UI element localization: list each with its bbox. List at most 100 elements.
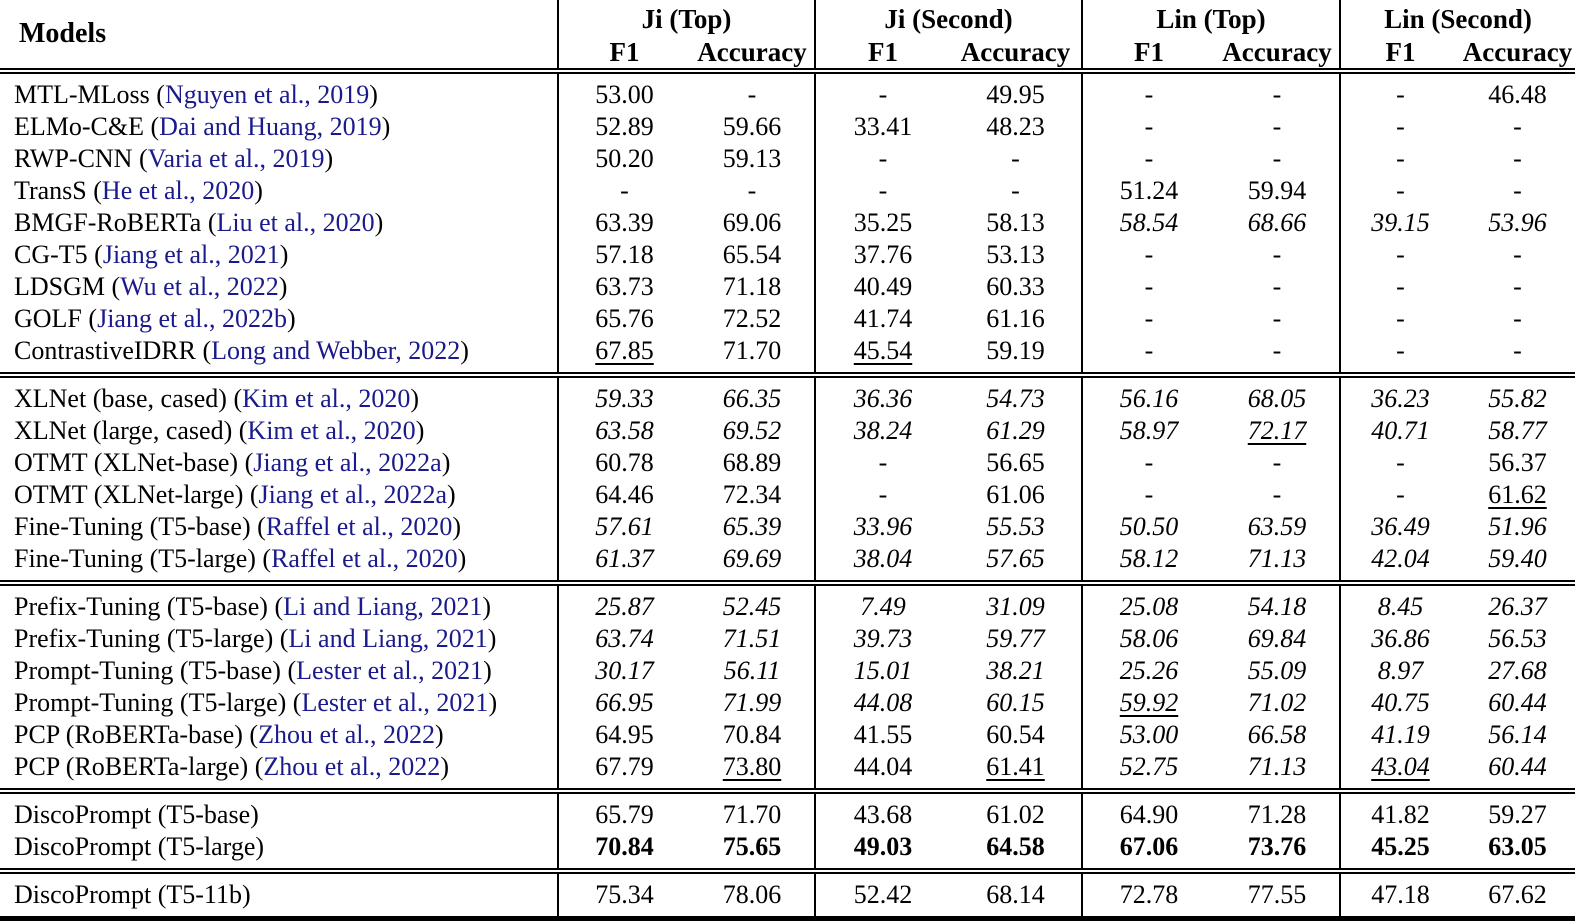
table-row: ContrastiveIDRR (Long and Webber, 2022) 6… [0,335,1575,375]
value-cell: 64.90 [1081,791,1215,831]
value-cell: 52.75 [1081,751,1215,791]
metric-value: 58.13 [986,208,1045,237]
metric-value: - [1144,272,1154,301]
citation-link[interactable]: Raffel et al., 2020 [265,512,453,541]
citation-link[interactable]: Li and Liang, 2021 [288,624,488,653]
metric-value: 43.04 [1371,752,1430,781]
citation-link[interactable]: Raffel et al., 2020 [271,544,458,573]
metric-value: - [1272,240,1282,269]
metric-value: 59.77 [986,624,1045,653]
metric-value: 51.24 [1119,176,1179,205]
metric-value: 71.99 [722,688,782,717]
value-cell: 35.25 [814,207,950,239]
value-cell: 70.84 [690,719,815,751]
metric-value: 63.74 [595,624,654,653]
citation-link[interactable]: Kim et al., 2020 [247,416,416,445]
metric-value: 72.34 [722,480,782,509]
metric-value: 58.12 [1119,544,1179,573]
col-header-accuracy: Accuracy [960,36,1071,67]
value-cell: 45.25 [1339,831,1460,871]
col-group-lin-top: Lin (Top) [1081,0,1340,36]
metric-value: 41.55 [853,720,913,749]
metric-value: 41.74 [853,304,913,333]
table-row: DiscoPrompt (T5-11b) 75.34 78.06 52.42 68.14… [0,871,1575,919]
metric-value: 71.13 [1247,544,1307,573]
table-row: Prompt-Tuning (T5-large) (Lester et al.,… [0,687,1575,719]
citation-link[interactable]: Jiang et al., 2022a [258,480,447,509]
metric-value: 64.90 [1119,800,1179,829]
metric-value: 60.44 [1488,688,1547,717]
col-header-f1: F1 [1339,36,1460,71]
citation-link[interactable]: Zhou et al., 2022 [258,720,436,749]
metric-value: 56.11 [723,656,781,685]
metric-value: 78.06 [722,880,782,909]
metric-value: 71.13 [1247,752,1307,781]
citation-link[interactable]: Li and Liang, 2021 [283,592,483,621]
metric-value: - [1513,112,1522,141]
metric-value: - [1396,448,1405,477]
metric-value: 36.36 [853,384,913,413]
value-cell: 58.12 [1081,543,1215,583]
metric-value: 61.37 [595,544,654,573]
citation-link[interactable]: Varia et al., 2019 [147,144,325,173]
metric-value: 61.06 [986,480,1045,509]
value-cell: - [1081,143,1215,175]
model-cell: MTL-MLoss (Nguyen et al., 2019) [14,80,378,109]
value-cell: 27.68 [1460,655,1575,687]
metric-value: 59.27 [1488,800,1547,829]
metric-value: 57.61 [595,512,654,541]
value-cell: 66.58 [1215,719,1340,751]
citation-link[interactable]: Jiang et al., 2022a [253,448,442,477]
citation-link[interactable]: Jiang et al., 2021 [102,240,280,269]
model-name: XLNet (base, cased) [14,384,227,413]
value-cell: 37.76 [814,239,950,271]
citation-link[interactable]: Kim et al., 2020 [242,384,411,413]
model-name: Prompt-Tuning (T5-base) [14,656,281,685]
value-cell: 45.54 [814,335,950,375]
citation-link[interactable]: He et al., 2020 [101,176,255,205]
value-cell: 60.44 [1460,687,1575,719]
citation-link[interactable]: Liu et al., 2020 [216,208,375,237]
metric-value: 15.01 [853,656,913,685]
value-cell: 38.21 [950,655,1082,687]
model-name: MTL-MLoss [14,80,150,109]
citation-link[interactable]: Dai and Huang, 2019 [159,112,382,141]
metric-value: 25.26 [1119,656,1179,685]
col-header-accuracy: Accuracy [1222,36,1332,67]
citation-link[interactable]: Lester et al., 2021 [296,656,484,685]
metric-value: - [1396,112,1405,141]
model-name: PCP (RoBERTa-large) [14,752,249,781]
model-cell: CG-T5 (Jiang et al., 2021) [14,240,289,269]
value-cell: 51.96 [1460,511,1575,543]
model-cell: TransS (He et al., 2020) [14,176,263,205]
citation-link[interactable]: Lester et al., 2021 [301,688,489,717]
metric-value: 38.24 [853,416,913,445]
model-name: Prefix-Tuning (T5-base) [14,592,268,621]
citation-link[interactable]: Wu et al., 2022 [120,272,279,301]
value-cell: 64.95 [557,719,690,751]
value-cell: - [690,175,815,207]
table-row: CG-T5 (Jiang et al., 2021) 57.18 65.54 37.7… [0,239,1575,271]
value-cell: 56.37 [1460,447,1575,479]
value-cell: - [690,71,815,111]
value-cell: 72.52 [690,303,815,335]
table-row: RWP-CNN (Varia et al., 2019) 50.20 59.13 - -… [0,143,1575,175]
value-cell: 55.09 [1215,655,1340,687]
metric-value: 69.06 [722,208,782,237]
table-row: TransS (He et al., 2020) - - - - 51.24 59.94 - - [0,175,1575,207]
citation-link[interactable]: Jiang et al., 2022b [97,304,287,333]
value-cell: 53.96 [1460,207,1575,239]
model-cell: PCP (RoBERTa-base) (Zhou et al., 2022) [14,720,444,749]
metric-value: - [1272,304,1282,333]
metric-value: 63.59 [1247,512,1307,541]
value-cell: 8.97 [1339,655,1460,687]
model-cell: Fine-Tuning (T5-base) (Raffel et al., 20… [14,512,462,541]
value-cell: 54.18 [1215,583,1340,623]
metric-value: - [1513,272,1522,301]
citation-link[interactable]: Zhou et al., 2022 [263,752,441,781]
citation-link[interactable]: Nguyen et al., 2019 [164,80,370,109]
metric-value: - [878,176,888,205]
metric-value: 58.06 [1119,624,1179,653]
citation-link[interactable]: Long and Webber, 2022 [211,336,461,365]
metric-value: 25.87 [595,592,654,621]
